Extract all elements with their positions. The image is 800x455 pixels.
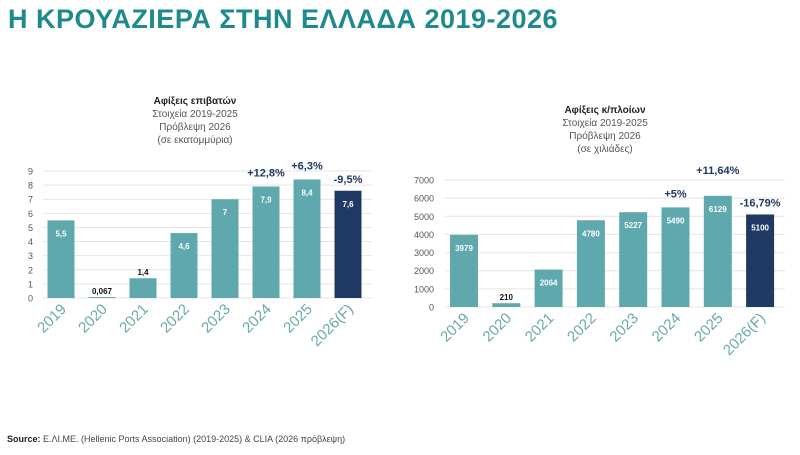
growth-annotation: -9,5% xyxy=(334,174,363,186)
bar-2020 xyxy=(88,297,116,298)
source-note: Source: Ε.ΛΙ.ΜΕ. (Hellenic Ports Associa… xyxy=(7,434,345,444)
x-tick-label: 2019 xyxy=(437,310,473,346)
data-label: 8,4 xyxy=(301,188,313,197)
chart-subtitle: Στοιχεία 2019-2025 xyxy=(562,118,648,129)
bar-2026(F) xyxy=(746,214,775,307)
bar-2021 xyxy=(129,278,157,298)
growth-annotation: -16,79% xyxy=(740,197,781,209)
data-label: 1,4 xyxy=(137,268,149,277)
chart-title-ships: Αφίξεις κ/πλοίων Στοιχεία 2019-2025 Πρόβ… xyxy=(525,104,685,156)
chart-subtitle: (σε εκατομμύρια) xyxy=(157,135,233,146)
y-tick-label: 1 xyxy=(28,279,33,289)
bar-2020 xyxy=(492,303,521,307)
chart-subtitle: (σε χιλιάδες) xyxy=(577,144,633,155)
x-tick-label: 2021 xyxy=(522,310,558,346)
chart-subtitle: Πρόβλεψη 2026 xyxy=(569,131,641,142)
bar-2024 xyxy=(252,186,280,298)
y-tick-label: 7000 xyxy=(414,176,434,186)
source-text: Ε.ΛΙ.ΜΕ. (Hellenic Ports Association) (2… xyxy=(40,434,346,444)
bar-2024 xyxy=(661,207,690,307)
data-label: 7,6 xyxy=(342,200,354,209)
data-label: 210 xyxy=(500,293,514,302)
data-label: 5,5 xyxy=(55,229,67,238)
x-tick-label: 2020 xyxy=(480,310,516,346)
y-tick-label: 0 xyxy=(28,294,33,304)
data-label: 5227 xyxy=(624,221,642,230)
growth-annotation: +6,3% xyxy=(291,160,323,172)
bar-2023 xyxy=(619,212,648,307)
x-tick-label: 2022 xyxy=(157,301,193,337)
y-tick-label: 3000 xyxy=(414,248,434,258)
x-tick-label: 2026(F) xyxy=(308,301,357,350)
source-label: Source: xyxy=(7,434,41,444)
data-label: 2064 xyxy=(540,279,558,288)
chart-title: Αφίξεις επιβατών xyxy=(153,96,237,107)
bar-2025 xyxy=(293,179,321,298)
y-tick-label: 4000 xyxy=(414,230,434,240)
chart-title: Αφίξεις κ/πλοίων xyxy=(564,105,646,116)
data-label: 3979 xyxy=(455,244,473,253)
data-label: 7 xyxy=(223,208,228,217)
x-tick-label: 2023 xyxy=(198,301,234,337)
data-label: 6129 xyxy=(709,205,727,214)
bar-2021 xyxy=(534,269,563,307)
y-tick-label: 2000 xyxy=(414,266,434,276)
page-title: Η ΚΡΟΥΑΖΙΕΡΑ ΣΤΗΝ ΕΛΛΑΔΑ 2019-2026 xyxy=(8,4,559,34)
x-tick-label: 2025 xyxy=(280,301,316,337)
growth-annotation: +12,8% xyxy=(247,168,285,180)
x-tick-label: 2022 xyxy=(564,310,600,346)
data-label: 7,9 xyxy=(260,196,272,205)
x-tick-label: 2026(F) xyxy=(720,310,769,359)
x-tick-label: 2020 xyxy=(75,301,111,337)
y-tick-label: 5 xyxy=(28,223,33,233)
y-tick-label: 6000 xyxy=(414,194,434,204)
bar-2026(F) xyxy=(334,190,362,298)
y-tick-label: 0 xyxy=(429,303,434,313)
bar-2025 xyxy=(703,195,732,307)
y-tick-label: 2 xyxy=(28,265,33,275)
y-tick-label: 9 xyxy=(28,167,33,177)
y-tick-label: 4 xyxy=(28,237,33,247)
data-label: 5100 xyxy=(751,223,769,232)
x-tick-label: 2019 xyxy=(34,301,70,337)
chart-subtitle: Πρόβλεψη 2026 xyxy=(159,122,231,133)
y-tick-label: 6 xyxy=(28,209,33,219)
y-tick-label: 5000 xyxy=(414,212,434,222)
y-tick-label: 8 xyxy=(28,181,33,191)
chart-title-passengers: Αφίξεις επιβατών Στοιχεία 2019-2025 Πρόβ… xyxy=(115,95,275,147)
data-label: 0,067 xyxy=(92,287,113,296)
bar-2022 xyxy=(170,233,198,298)
x-tick-label: 2024 xyxy=(649,310,685,346)
y-tick-label: 3 xyxy=(28,251,33,261)
x-tick-label: 2023 xyxy=(606,310,642,346)
data-label: 5490 xyxy=(667,216,685,225)
x-tick-label: 2025 xyxy=(691,310,727,346)
data-label: 4,6 xyxy=(178,242,190,251)
data-label: 4780 xyxy=(582,229,600,238)
x-tick-label: 2021 xyxy=(116,301,152,337)
y-tick-label: 1000 xyxy=(414,284,434,294)
growth-annotation: +5% xyxy=(664,188,687,200)
bar-2019 xyxy=(47,220,75,298)
bar-2023 xyxy=(211,199,239,298)
bar-2019 xyxy=(450,234,478,307)
bar-2022 xyxy=(576,220,605,307)
growth-annotation: +11,64% xyxy=(696,165,739,177)
chart-subtitle: Στοιχεία 2019-2025 xyxy=(152,109,238,120)
x-tick-label: 2024 xyxy=(239,301,275,337)
y-tick-label: 7 xyxy=(28,195,33,205)
